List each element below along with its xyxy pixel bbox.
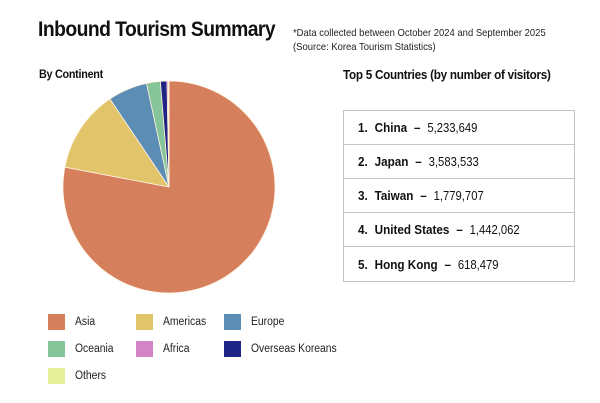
swatch-asia <box>48 314 65 330</box>
swatch-europe <box>224 314 241 330</box>
note-date-range: *Data collected between October 2024 and… <box>293 27 546 39</box>
swatch-oceania <box>48 341 65 357</box>
visitor-count: 618,479 <box>457 257 499 272</box>
visitor-count: 5,233,649 <box>427 121 478 135</box>
country-name: United States <box>374 222 450 237</box>
visitor-count: 3,583,533 <box>428 155 479 169</box>
visitor-count: 1,442,062 <box>469 223 520 237</box>
continent-pie-chart <box>62 80 276 294</box>
legend-label: Europe <box>251 316 285 328</box>
legend-item-oceania: Oceania <box>48 341 118 357</box>
legend-item-americas: Americas <box>136 314 211 330</box>
country-name: Taiwan <box>374 188 414 203</box>
top-countries-table: 1. China – 5,233,649 2. Japan – 3,583,53… <box>343 110 575 282</box>
pie-slice-others <box>167 80 170 188</box>
swatch-others <box>48 368 65 384</box>
legend-label: Americas <box>163 316 207 328</box>
table-row: 3. Taiwan – 1,779,707 <box>344 179 574 213</box>
country-rank: 1. <box>358 120 368 135</box>
country-name: Hong Kong <box>374 256 438 272</box>
swatch-africa <box>136 341 153 357</box>
legend-item-overseas-koreans: Overseas Koreans <box>224 341 346 357</box>
swatch-americas <box>136 314 153 330</box>
pie-slice-americas <box>64 98 170 188</box>
legend-label: Oceania <box>75 343 114 355</box>
swatch-overseas-koreans <box>224 341 241 357</box>
separator: – <box>420 188 427 203</box>
pie-slices <box>62 80 276 294</box>
separator: – <box>456 222 463 237</box>
data-source-note: *Data collected between October 2024 and… <box>293 26 546 54</box>
country-rank: 2. <box>358 154 368 169</box>
separator: – <box>413 120 421 135</box>
table-row: 1. China – 5,233,649 <box>344 111 574 145</box>
visitor-count: 1,779,707 <box>433 189 484 203</box>
legend-label: Overseas Koreans <box>251 343 337 355</box>
country-name: Japan <box>374 154 409 169</box>
top-countries-subtitle: Top 5 Countries (by number of visitors) <box>343 67 551 82</box>
legend-label: Africa <box>163 343 190 355</box>
table-row: 2. Japan – 3,583,533 <box>344 145 574 179</box>
legend-item-africa: Africa <box>136 341 192 357</box>
note-source: (Source: Korea Tourism Statistics) <box>293 41 436 53</box>
separator: – <box>415 154 422 169</box>
table-row: 5. Hong Kong – 618,479 <box>344 247 574 281</box>
separator: – <box>444 256 452 272</box>
country-name: China <box>374 120 408 135</box>
legend-item-others: Others <box>48 368 110 384</box>
country-rank: 4. <box>358 222 368 237</box>
legend-item-asia: Asia <box>48 314 97 330</box>
legend-label: Asia <box>75 316 96 328</box>
table-row: 4. United States – 1,442,062 <box>344 213 574 247</box>
page-title: Inbound Tourism Summary <box>38 18 276 41</box>
legend-item-europe: Europe <box>224 314 288 330</box>
country-rank: 3. <box>358 188 368 203</box>
legend-label: Others <box>75 370 107 382</box>
continent-subtitle: By Continent <box>39 67 103 81</box>
country-rank: 5. <box>358 256 368 272</box>
